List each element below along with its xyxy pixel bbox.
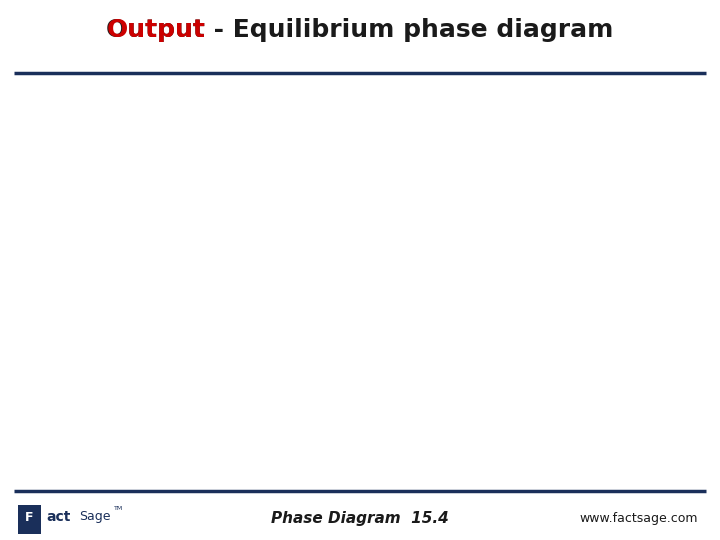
Text: act: act	[47, 510, 71, 524]
Text: www.factsage.com: www.factsage.com	[580, 512, 698, 525]
Text: Sage: Sage	[79, 510, 111, 523]
FancyBboxPatch shape	[18, 505, 41, 534]
Text: Phase Diagram  15.4: Phase Diagram 15.4	[271, 511, 449, 526]
Text: Output - Equilibrium phase diagram: Output - Equilibrium phase diagram	[107, 18, 613, 42]
Text: TM: TM	[114, 506, 123, 511]
Text: F: F	[25, 511, 34, 524]
Text: Output: Output	[107, 18, 205, 42]
